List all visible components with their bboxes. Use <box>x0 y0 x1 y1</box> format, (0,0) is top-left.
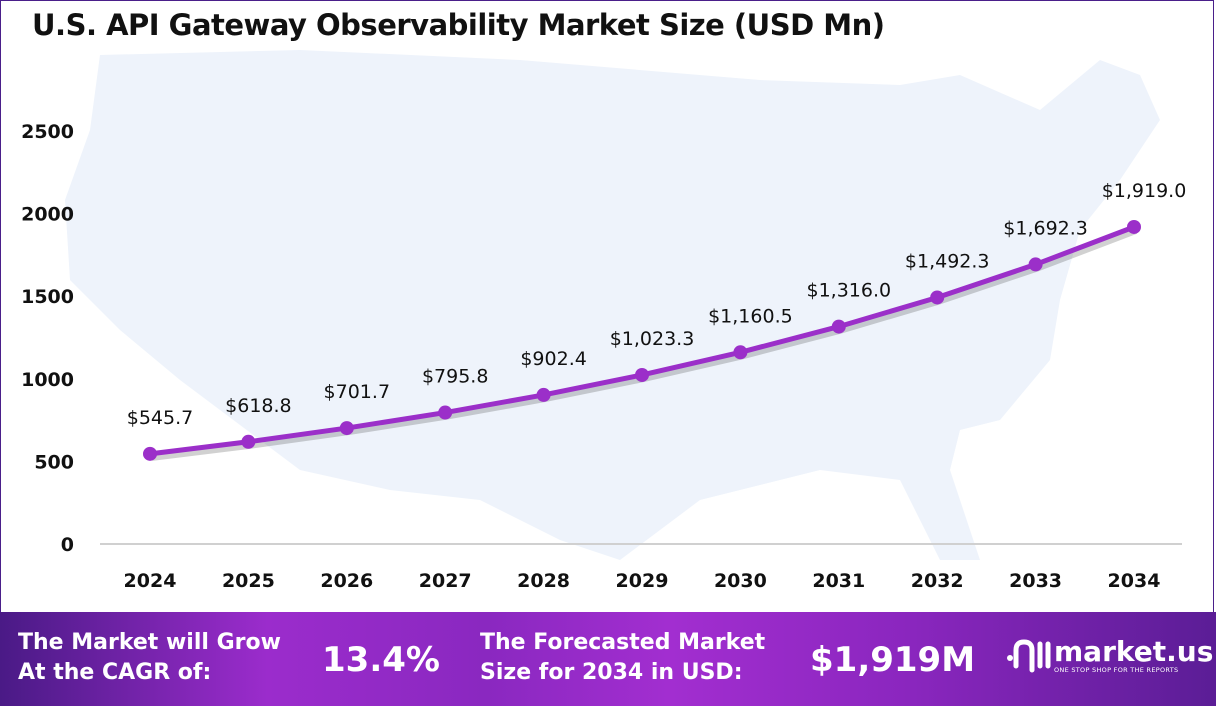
data-point <box>143 446 157 461</box>
data-label: $1,492.3 <box>905 250 990 272</box>
forecast-label-line1: The Forecasted Market <box>480 630 766 655</box>
x-tick-label: 2030 <box>714 570 767 592</box>
logo-tagline: ONE STOP SHOP FOR THE REPORTS <box>1054 666 1179 674</box>
y-tick-label: 2000 <box>21 204 74 226</box>
y-tick-label: 1500 <box>21 286 74 308</box>
cagr-label-line2: At the CAGR of: <box>18 660 212 685</box>
x-tick-label: 2026 <box>320 570 373 592</box>
cagr-label: The Market will Grow At the CAGR of: <box>18 628 281 688</box>
y-tick-label: 0 <box>61 534 74 556</box>
data-point <box>1127 219 1141 234</box>
x-tick-label: 2027 <box>419 570 472 592</box>
data-point <box>831 319 846 334</box>
y-tick-label: 1000 <box>21 369 74 391</box>
data-point <box>536 387 551 402</box>
chart-frame <box>0 0 1214 612</box>
x-tick-label: 2032 <box>911 570 964 592</box>
cagr-label-line1: The Market will Grow <box>18 630 281 655</box>
forecast-value: $1,919M <box>810 640 976 680</box>
market-us-logo-icon <box>1007 639 1051 673</box>
data-label: $618.8 <box>225 395 291 417</box>
x-tick-label: 2029 <box>616 570 669 592</box>
data-label: $1,692.3 <box>1003 217 1088 239</box>
x-tick-label: 2024 <box>124 570 177 592</box>
forecast-label-line2: Size for 2034 in USD: <box>480 660 743 685</box>
data-label: $795.8 <box>422 366 488 388</box>
cagr-value: 13.4% <box>322 640 440 680</box>
us-map-background <box>65 50 1160 560</box>
data-label: $902.4 <box>520 348 586 370</box>
market-us-logo[interactable]: market.us ONE STOP SHOP FOR THE REPORTS <box>1004 636 1213 676</box>
chart-title: U.S. API Gateway Observability Market Si… <box>32 8 885 42</box>
data-label: $1,160.5 <box>708 305 793 327</box>
x-tick-label: 2033 <box>1009 570 1062 592</box>
data-label: $545.7 <box>127 407 193 429</box>
line-chart: 0 500 1000 1500 2000 2500 2024 2025 2026 2027 2028… <box>21 50 1187 592</box>
x-tick-label: 2025 <box>222 570 275 592</box>
data-label: $1,023.3 <box>610 328 695 350</box>
x-tick-label: 2028 <box>517 570 570 592</box>
data-point <box>635 367 649 382</box>
data-label: $701.7 <box>324 381 390 403</box>
y-tick-label: 500 <box>34 451 74 473</box>
forecast-label: The Forecasted Market Size for 2034 in U… <box>480 628 765 688</box>
data-point <box>438 405 453 420</box>
x-tick-label: 2034 <box>1108 570 1161 592</box>
y-tick-label: 2500 <box>21 121 74 143</box>
data-point <box>339 421 354 436</box>
data-label: $1,316.0 <box>806 280 891 302</box>
data-label: $1,919.0 <box>1102 180 1187 202</box>
data-point <box>1028 257 1043 272</box>
x-tick-label: 2031 <box>812 570 865 592</box>
data-point <box>241 434 256 449</box>
logo-name: market.us <box>1054 635 1214 668</box>
data-point <box>930 290 945 305</box>
data-point <box>733 345 748 360</box>
footer-banner: The Market will Grow At the CAGR of: 13.… <box>0 612 1216 706</box>
